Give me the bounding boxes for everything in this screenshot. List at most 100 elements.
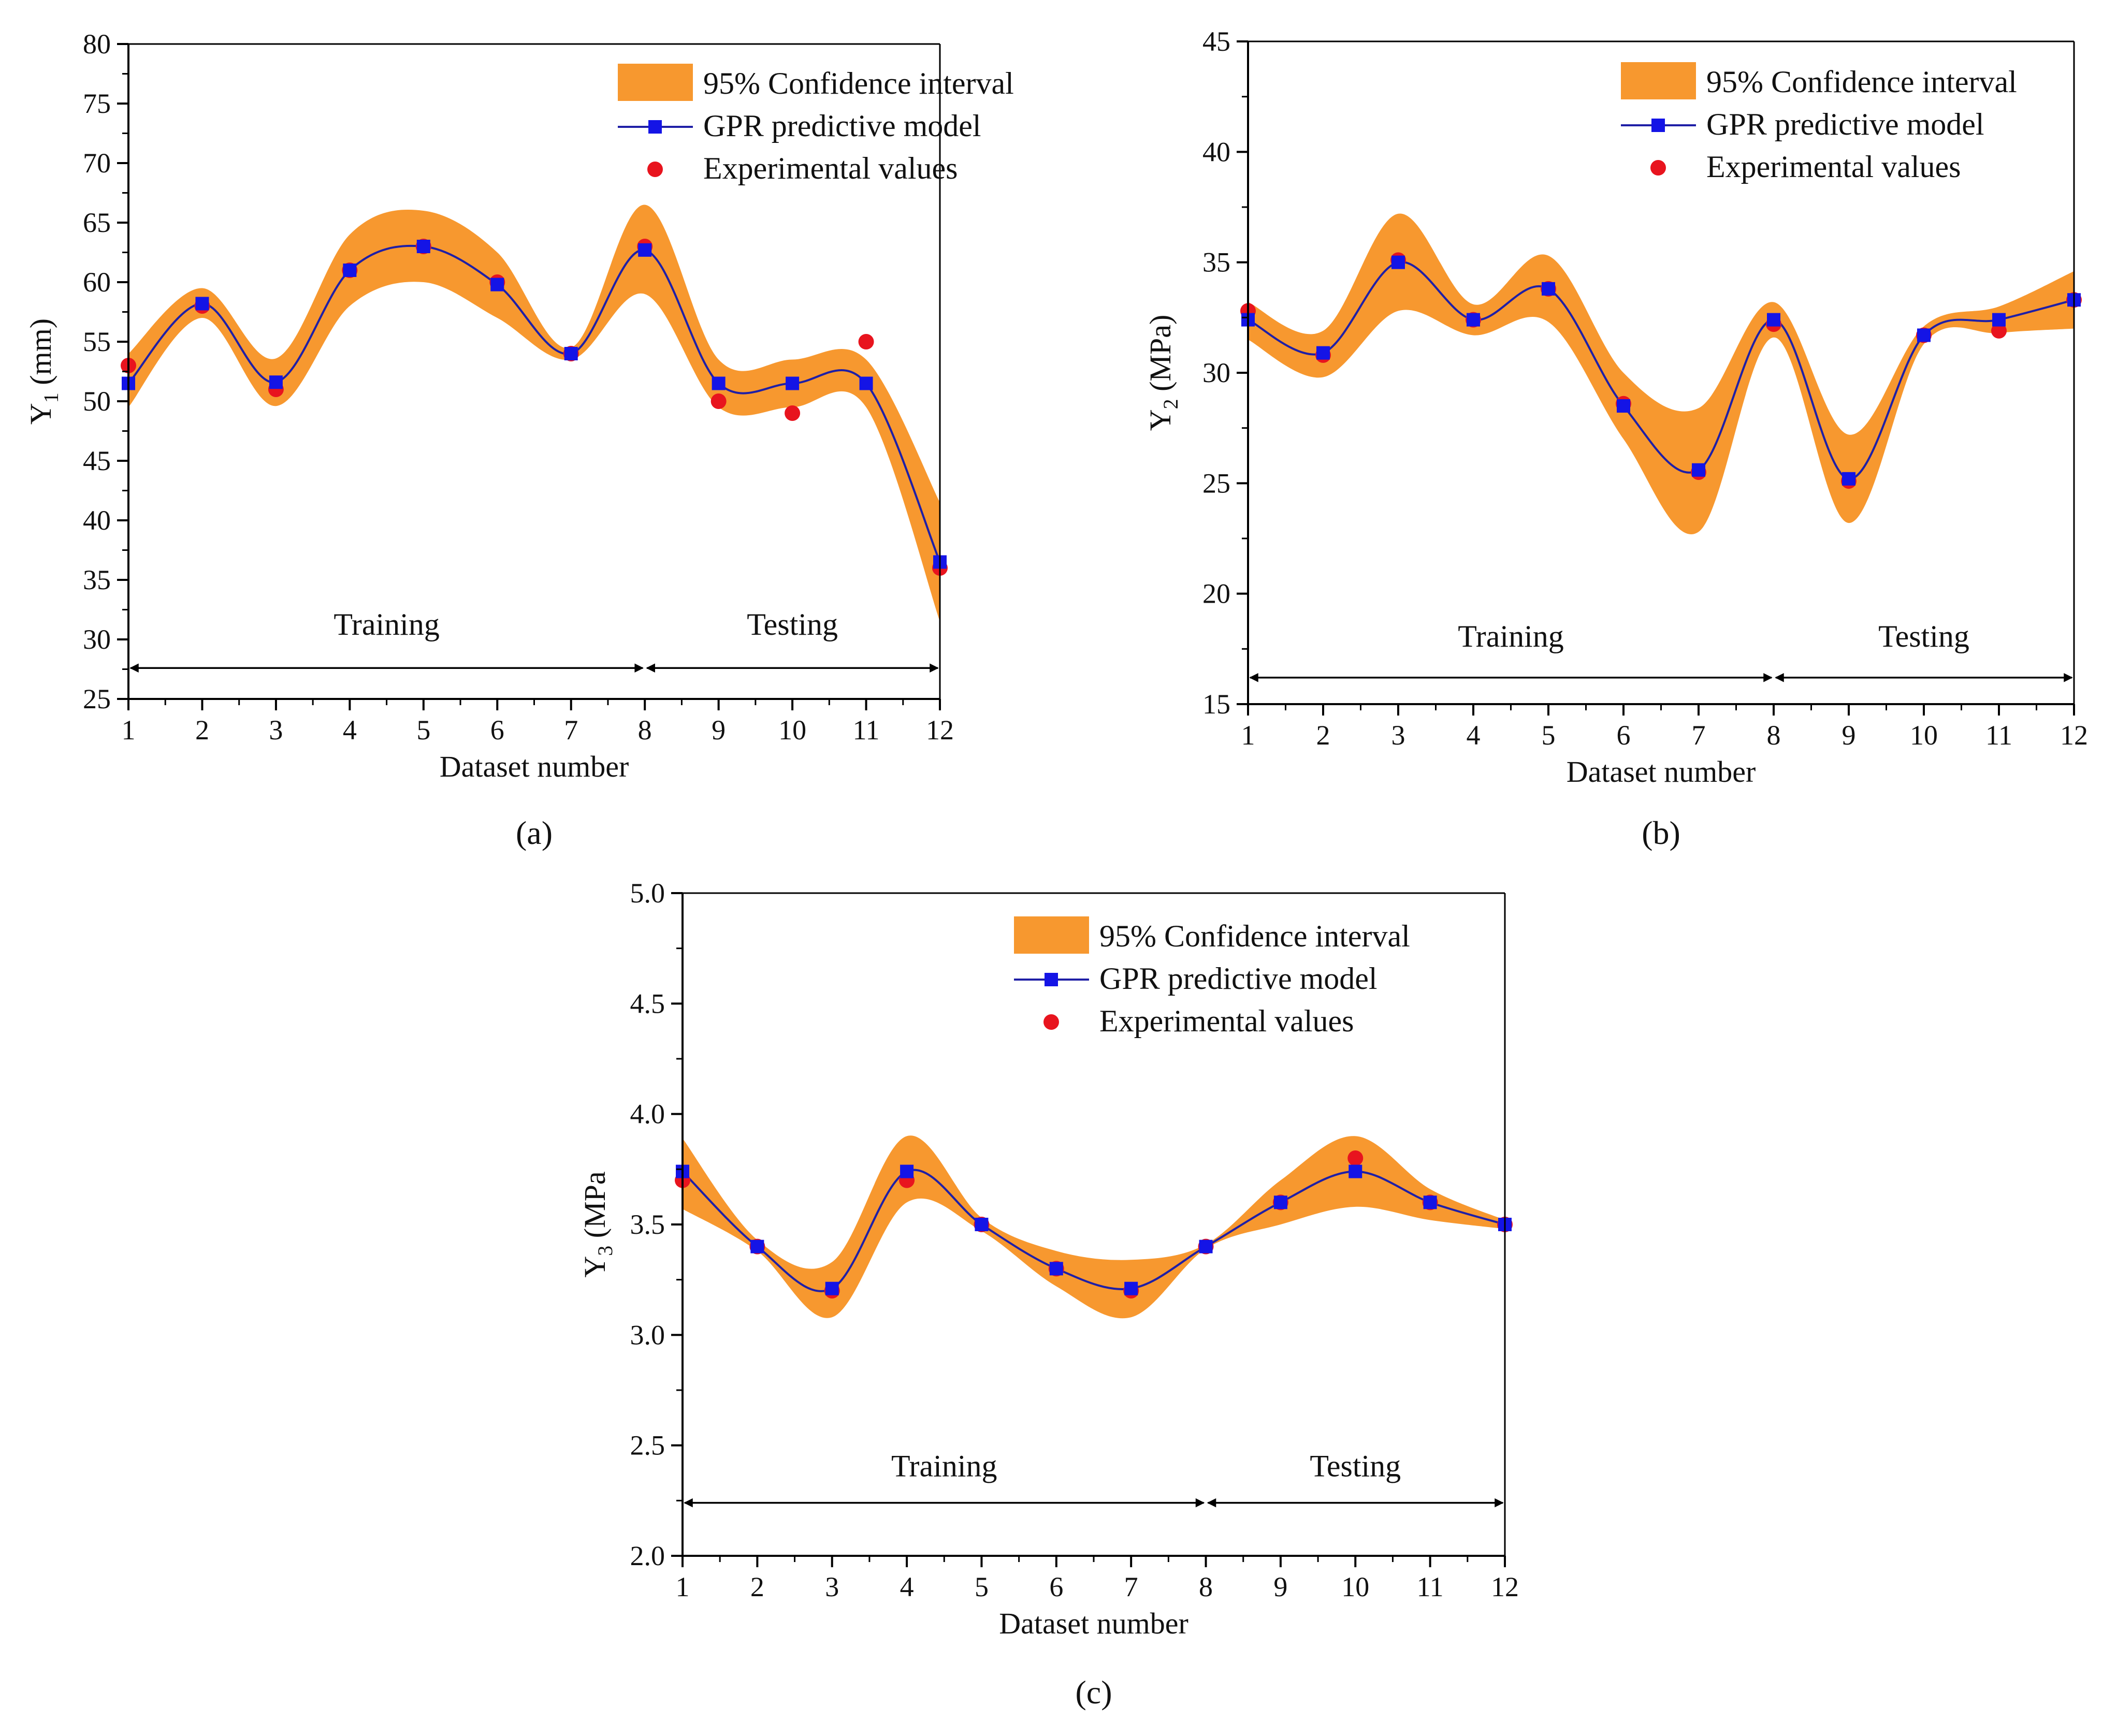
experimental-point [711,393,727,409]
y-axis-title-unit: (MPa) [1143,315,1177,399]
confidence-band [1248,213,2074,534]
legend-model-label: GPR predictive model [703,109,981,143]
y-tick-label: 2.0 [630,1540,665,1571]
legend-model-label: GPR predictive model [1706,107,1984,141]
x-tick-label: 5 [975,1571,989,1602]
experimental-point [1347,1150,1364,1166]
x-tick-label: 10 [778,714,806,746]
y-axis-title-main: Y [578,1256,612,1278]
x-axis-title: Dataset number [440,750,629,783]
y-tick-label: 60 [83,267,111,298]
x-tick-label: 9 [1273,1571,1287,1602]
gpr-model-marker [564,347,578,360]
x-tick-label: 2 [1316,720,1330,751]
gpr-model-marker [269,375,283,389]
y-axis-title-unit: (mm) [24,318,57,392]
x-tick-label: 3 [269,714,283,746]
legend-exp-marker [1650,160,1666,176]
legend-exp-marker [1043,1014,1059,1030]
x-tick-label: 6 [1617,720,1631,751]
y-tick-label: 3.0 [630,1319,665,1350]
gpr-model-marker [1049,1262,1063,1276]
legend-ci-swatch [1621,62,1696,99]
x-tick-label: 6 [490,714,504,746]
experimental-point [785,405,801,421]
section-label-training: Training [1458,619,1564,653]
gpr-model-marker [825,1281,839,1295]
legend-model-marker [648,120,662,134]
y-tick-label: 55 [83,326,111,357]
gpr-model-marker [1316,346,1330,360]
gpr-model-marker [1273,1195,1287,1209]
y-tick-label: 15 [1202,689,1230,720]
legend-exp-label: Experimental values [1706,150,1961,184]
y-axis-title-subscript: 1 [39,392,63,403]
gpr-model-line [128,244,940,563]
legend-ci-swatch [1014,916,1089,954]
x-tick-label: 5 [416,714,430,746]
y-tick-label: 40 [1202,136,1230,167]
x-tick-label: 6 [1049,1571,1063,1602]
gpr-model-marker [1842,472,1855,486]
legend-model-marker [1651,119,1665,132]
x-axis-title: Dataset number [1567,755,1756,789]
confidence-band [128,205,940,622]
y-axis-title-unit: (MPa [578,1171,612,1245]
x-tick-label: 12 [926,714,954,746]
gpr-model-marker [1124,1281,1138,1295]
x-tick-label: 11 [1985,720,2012,751]
x-tick-label: 10 [1341,1571,1369,1602]
x-tick-label: 11 [1417,1571,1444,1602]
y-tick-label: 75 [83,88,111,119]
x-tick-label: 5 [1542,720,1556,751]
legend-ci-label: 95% Confidence interval [703,66,1014,100]
gpr-model-marker [1391,255,1405,269]
gpr-model-marker [900,1164,914,1178]
y-tick-label: 25 [83,683,111,714]
gpr-model-marker [1692,463,1705,477]
x-tick-label: 10 [1910,720,1938,751]
y-tick-label: 30 [83,624,111,655]
gpr-model-marker [859,376,873,390]
y-tick-label: 30 [1202,357,1230,388]
y-tick-label: 4.5 [630,988,665,1019]
y-axis-title-main: Y [24,403,57,425]
x-tick-label: 2 [195,714,209,746]
gpr-model-marker [975,1218,989,1231]
chart-panel-a: 1 2 3 4 5 6 7 8 9 10 11 12253035404550556065707580D… [24,28,1014,851]
panel-label-a: (a) [516,814,553,851]
legend-ci-label: 95% Confidence interval [1706,65,2017,99]
y-tick-label: 45 [83,445,111,476]
legend: 95% Confidence interval GPR predictive mo… [1621,62,2017,184]
legend: 95% Confidence interval GPR predictive mo… [1014,916,1410,1038]
gpr-model-marker [1542,282,1555,296]
x-tick-label: 8 [1767,720,1781,751]
legend-model-label: GPR predictive model [1099,961,1378,996]
y-tick-label: 2.5 [630,1430,665,1461]
gpr-model-marker [1423,1195,1437,1209]
x-tick-label: 8 [1199,1571,1213,1602]
section-label-training: Training [891,1449,997,1483]
x-tick-label: 1 [122,714,136,746]
y-tick-label: 5.0 [630,878,665,909]
section-label-training: Training [334,607,440,641]
x-tick-label: 7 [1124,1571,1138,1602]
y-tick-label: 65 [83,207,111,238]
x-tick-label: 4 [343,714,357,746]
legend-ci-label: 95% Confidence interval [1099,919,1410,953]
gpr-model-marker [1917,328,1931,342]
y-tick-label: 70 [83,148,111,179]
legend: 95% Confidence interval GPR predictive mo… [618,64,1014,185]
x-tick-label: 9 [1842,720,1856,751]
y-tick-label: 35 [1202,247,1230,278]
y-axis-title-subscript: 2 [1159,399,1182,409]
gpr-model-marker [1199,1239,1213,1253]
gpr-model-marker [750,1239,764,1253]
gpr-model-marker [195,297,209,311]
x-tick-label: 9 [712,714,726,746]
gpr-model-marker [1617,399,1630,413]
x-tick-label: 12 [1491,1571,1519,1602]
section-label-testing: Testing [747,607,838,641]
